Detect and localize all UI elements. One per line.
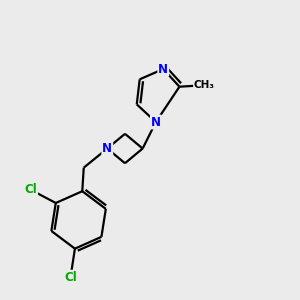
Text: Cl: Cl bbox=[24, 183, 37, 196]
Text: N: N bbox=[102, 142, 112, 155]
Text: CH₃: CH₃ bbox=[194, 80, 215, 90]
Text: N: N bbox=[158, 62, 168, 76]
Text: N: N bbox=[151, 116, 161, 128]
Text: Cl: Cl bbox=[64, 271, 77, 284]
